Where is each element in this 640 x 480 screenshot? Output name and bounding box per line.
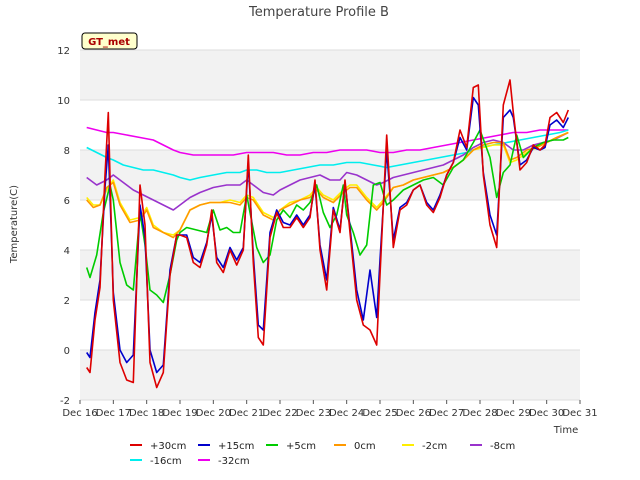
x-tick-label: Dec 21 bbox=[229, 408, 264, 419]
legend-item: 0cm bbox=[334, 441, 376, 452]
background-bands bbox=[80, 50, 580, 400]
x-tick-label: Dec 17 bbox=[96, 408, 131, 419]
site-badge-text: GT_met bbox=[88, 37, 130, 48]
chart-title: Temperature Profile B bbox=[248, 5, 389, 20]
series-line-+5cm bbox=[85, 129, 569, 304]
y-tick-label: 6 bbox=[64, 196, 70, 207]
x-tick-label: Dec 30 bbox=[529, 408, 564, 419]
legend-label: -16cm bbox=[150, 456, 182, 467]
legend-item: +30cm bbox=[130, 441, 186, 452]
y-tick-label: 4 bbox=[64, 246, 70, 257]
legend-item: +15cm bbox=[198, 441, 254, 452]
legend-item: -16cm bbox=[130, 456, 182, 467]
legend-label: +30cm bbox=[150, 441, 186, 452]
x-tick-label: Dec 22 bbox=[262, 408, 297, 419]
legend-label: -8cm bbox=[490, 441, 515, 452]
x-tick-label: Dec 26 bbox=[396, 408, 431, 419]
legend: +30cm +15cm +5cm 0cm -2cm -8cm -16cm -32cm bbox=[130, 441, 515, 467]
x-tick-label: Dec 18 bbox=[129, 408, 164, 419]
site-badge-box bbox=[81, 32, 138, 50]
x-axis-label: Time bbox=[553, 425, 578, 436]
legend-label: -2cm bbox=[422, 441, 447, 452]
x-tick-label: Dec 16 bbox=[62, 408, 97, 419]
legend-label: -32cm bbox=[218, 456, 250, 467]
y-tick-label: 8 bbox=[64, 146, 70, 157]
y-tick-label: 2 bbox=[64, 296, 70, 307]
x-tick-label: Dec 25 bbox=[362, 408, 397, 419]
legend-item: -2cm bbox=[402, 441, 447, 452]
band bbox=[80, 350, 580, 400]
series-lines bbox=[85, 79, 570, 389]
band bbox=[80, 150, 580, 200]
x-tick-label: Dec 31 bbox=[562, 408, 597, 419]
x-tick-label: Dec 24 bbox=[329, 408, 364, 419]
x-tick-label: Dec 28 bbox=[462, 408, 497, 419]
y-tick-label: 12 bbox=[57, 46, 70, 57]
y-axis-ticks: -2 0 2 4 6 8 10 12 bbox=[57, 46, 70, 407]
x-tick-label: Dec 29 bbox=[496, 408, 531, 419]
series-line-0cm bbox=[86, 131, 569, 239]
legend-item: +5cm bbox=[266, 441, 316, 452]
x-tick-label: Dec 27 bbox=[429, 408, 464, 419]
y-tick-label: 10 bbox=[57, 96, 70, 107]
series-line-+30cm bbox=[86, 79, 570, 389]
y-tick-label: -2 bbox=[60, 396, 70, 407]
legend-label: +5cm bbox=[286, 441, 316, 452]
legend-item: -8cm bbox=[470, 441, 515, 452]
site-badge: GT_met bbox=[81, 32, 138, 50]
plot-area bbox=[80, 50, 580, 400]
x-tick-label: Dec 20 bbox=[196, 408, 231, 419]
legend-item: -32cm bbox=[198, 456, 250, 467]
band bbox=[80, 50, 580, 100]
legend-label: +15cm bbox=[218, 441, 254, 452]
series-line--8cm bbox=[86, 131, 569, 211]
x-tick-label: Dec 23 bbox=[296, 408, 331, 419]
y-axis-label: Temperature(C) bbox=[9, 185, 20, 264]
legend-label: 0cm bbox=[354, 441, 376, 452]
y-tick-label: 0 bbox=[64, 346, 70, 357]
x-tick-label: Dec 19 bbox=[162, 408, 197, 419]
